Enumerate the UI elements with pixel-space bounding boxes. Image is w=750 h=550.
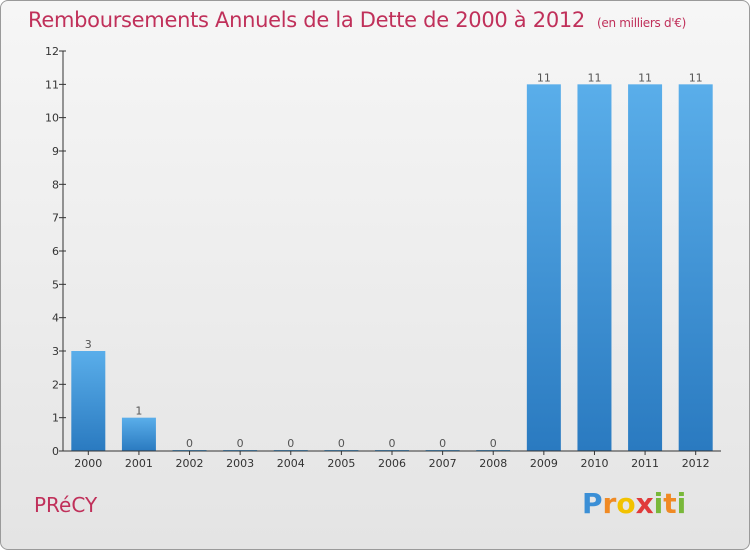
x-tick-label: 2012 bbox=[682, 457, 710, 470]
data-label: 0 bbox=[186, 437, 193, 450]
data-label: 1 bbox=[135, 405, 142, 418]
x-tick-label: 2001 bbox=[125, 457, 153, 470]
bar-2009 bbox=[526, 84, 561, 451]
data-label: 11 bbox=[537, 71, 551, 84]
x-tick-label: 2006 bbox=[378, 457, 406, 470]
bar-2000 bbox=[71, 351, 106, 451]
town-name: PRéCY bbox=[34, 493, 98, 517]
data-label: 0 bbox=[490, 437, 497, 450]
x-tick-label: 2009 bbox=[530, 457, 558, 470]
y-tick-label: 6 bbox=[52, 245, 59, 258]
bars-group bbox=[71, 84, 713, 451]
y-tick-label: 0 bbox=[52, 445, 59, 458]
data-label: 11 bbox=[689, 71, 703, 84]
x-tick-label: 2008 bbox=[479, 457, 507, 470]
chart-title-text: Remboursements Annuels de la Dette de 20… bbox=[28, 8, 585, 32]
data-label: 11 bbox=[638, 71, 652, 84]
x-tick-label: 2004 bbox=[277, 457, 305, 470]
data-label: 11 bbox=[587, 71, 601, 84]
x-tick-label: 2011 bbox=[631, 457, 659, 470]
chart-unit: (en milliers d'€) bbox=[597, 16, 687, 30]
y-tick-label: 1 bbox=[52, 412, 59, 425]
bar-2010 bbox=[577, 84, 612, 451]
y-tick-label: 8 bbox=[52, 178, 59, 191]
y-tick-label: 11 bbox=[45, 78, 59, 91]
data-label: 0 bbox=[237, 437, 244, 450]
bar-2011 bbox=[628, 84, 663, 451]
y-tick-label: 12 bbox=[45, 45, 59, 58]
data-labels-group: 3 1 0 0 0 0 0 0 0 11 11 11 11 bbox=[85, 71, 703, 450]
x-tick-label: 2010 bbox=[580, 457, 608, 470]
chart-title: Remboursements Annuels de la Dette de 20… bbox=[28, 8, 686, 32]
data-label: 0 bbox=[439, 437, 446, 450]
data-label: 0 bbox=[338, 437, 345, 450]
y-tick-label: 4 bbox=[52, 312, 59, 325]
x-tick-label: 2005 bbox=[327, 457, 355, 470]
y-tick-label: 7 bbox=[52, 212, 59, 225]
y-tick-label: 3 bbox=[52, 345, 59, 358]
data-label: 3 bbox=[85, 338, 92, 351]
x-tick-label: 2000 bbox=[74, 457, 102, 470]
y-tick-label: 5 bbox=[52, 278, 59, 291]
y-tick-label: 10 bbox=[45, 112, 59, 125]
y-tick-label: 9 bbox=[52, 145, 59, 158]
bar-2012 bbox=[678, 84, 713, 451]
proxiti-logo: Proxiti bbox=[582, 487, 687, 520]
data-label: 0 bbox=[389, 437, 396, 450]
x-tick-label: 2002 bbox=[176, 457, 204, 470]
data-label: 0 bbox=[287, 437, 294, 450]
bar-2001 bbox=[121, 417, 156, 451]
x-tick-label: 2007 bbox=[429, 457, 457, 470]
x-tick-label: 2003 bbox=[226, 457, 254, 470]
y-tick-label: 2 bbox=[52, 378, 59, 391]
